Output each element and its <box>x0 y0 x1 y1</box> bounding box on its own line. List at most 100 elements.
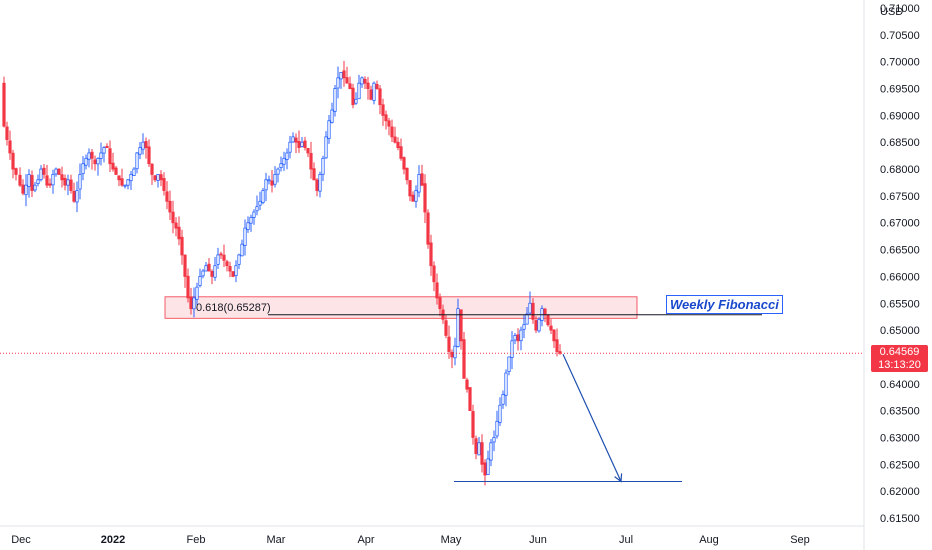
y-tick-label: 0.69000 <box>880 110 920 122</box>
candle-body <box>153 175 157 181</box>
candle-body <box>264 179 268 191</box>
candle-body <box>78 174 82 190</box>
candle-body <box>8 140 12 154</box>
candle-body <box>42 167 46 175</box>
candle-body <box>279 163 283 168</box>
candle-body <box>498 404 502 423</box>
y-tick-label: 0.67000 <box>880 218 920 230</box>
candle-body <box>447 336 451 352</box>
candle-body <box>117 175 121 181</box>
candle-body <box>543 308 547 315</box>
candle-body <box>171 211 175 224</box>
candle-body <box>384 114 388 122</box>
candle-body <box>252 211 256 218</box>
x-tick-label: Jul <box>619 534 633 546</box>
candle-body <box>480 442 484 465</box>
candle-body <box>471 411 475 438</box>
candle-body <box>465 379 469 390</box>
candle-body <box>396 141 400 149</box>
candle-body <box>399 146 403 159</box>
candle-body <box>96 157 100 165</box>
candle-body <box>249 216 253 224</box>
candle-body <box>186 275 190 299</box>
candle-body <box>60 174 64 181</box>
candle-body <box>474 438 478 454</box>
candles-layer <box>2 60 562 486</box>
candle-body <box>546 314 550 326</box>
x-tick-label: Aug <box>699 534 719 546</box>
candle-body <box>63 177 67 186</box>
weekly-fibonacci-note[interactable]: Weekly Fibonacci <box>666 295 783 314</box>
candle-body <box>312 168 316 181</box>
candle-body <box>99 152 103 159</box>
candle-body <box>315 179 319 191</box>
candle-body <box>111 162 115 170</box>
candle-body <box>285 152 289 160</box>
candle-body <box>486 458 490 475</box>
resistance-zone[interactable] <box>164 296 638 319</box>
candle-body <box>429 242 433 267</box>
y-tick-label: 0.66000 <box>880 271 920 283</box>
candle-body <box>201 270 205 277</box>
arrow-head <box>614 473 623 483</box>
x-tick-label: May <box>441 534 462 546</box>
candle-body <box>489 442 493 461</box>
price-axis[interactable]: 0.71000 0.70500 0.70000 0.69500 0.69000 0.685… <box>880 3 920 525</box>
candle-body <box>132 168 136 177</box>
candle-body <box>243 227 247 246</box>
candle-body <box>309 153 313 170</box>
candle-body <box>168 200 172 213</box>
candle-body <box>75 190 79 203</box>
candle-body <box>123 184 127 187</box>
x-tick-label: 2022 <box>101 534 125 546</box>
candle-body <box>555 339 559 352</box>
candle-body <box>303 140 307 149</box>
candle-body <box>519 329 523 342</box>
candle-body <box>2 82 6 127</box>
x-tick-label: Mar <box>267 534 286 546</box>
time-axis[interactable]: Dec 2022 Feb Mar Apr May Jun Jul Aug Sep <box>11 534 810 546</box>
candle-body <box>162 178 166 191</box>
arrow-shaft <box>562 353 622 482</box>
candle-body <box>270 180 274 186</box>
candle-body <box>156 174 160 181</box>
projection-arrow[interactable] <box>562 353 623 483</box>
candle-body <box>246 222 250 231</box>
candle-body <box>72 190 76 202</box>
candle-body <box>288 141 292 153</box>
candle-body <box>234 265 238 277</box>
candle-body <box>432 265 436 283</box>
candle-body <box>354 98 358 104</box>
candle-body <box>420 173 424 186</box>
candle-body <box>18 174 22 186</box>
y-tick-label: 0.63500 <box>880 406 920 418</box>
candle-body <box>294 137 298 143</box>
candle-body <box>342 70 346 79</box>
candle-body <box>258 200 262 206</box>
candle-body <box>150 163 154 175</box>
candle-body <box>135 152 139 170</box>
candle-body <box>39 168 43 181</box>
candle-body <box>411 194 415 202</box>
candle-body <box>90 151 94 159</box>
candle-body <box>84 157 88 166</box>
candle-body <box>306 148 310 154</box>
candle-body <box>528 302 532 314</box>
candle-body <box>36 179 40 185</box>
candle-body <box>240 243 244 257</box>
y-tick-label: 0.68500 <box>880 137 920 149</box>
candle-body <box>504 372 508 396</box>
candle-body <box>333 88 337 112</box>
candle-body <box>501 394 505 405</box>
y-tick-label: 0.65000 <box>880 325 920 337</box>
candle-body <box>5 126 9 140</box>
candle-body <box>228 266 232 272</box>
candle-body <box>66 179 70 186</box>
candle-body <box>375 84 379 89</box>
candle-body <box>81 163 85 175</box>
candle-body <box>51 174 55 186</box>
candle-body <box>24 184 28 196</box>
candle-body <box>405 167 409 181</box>
candle-body <box>144 141 148 149</box>
